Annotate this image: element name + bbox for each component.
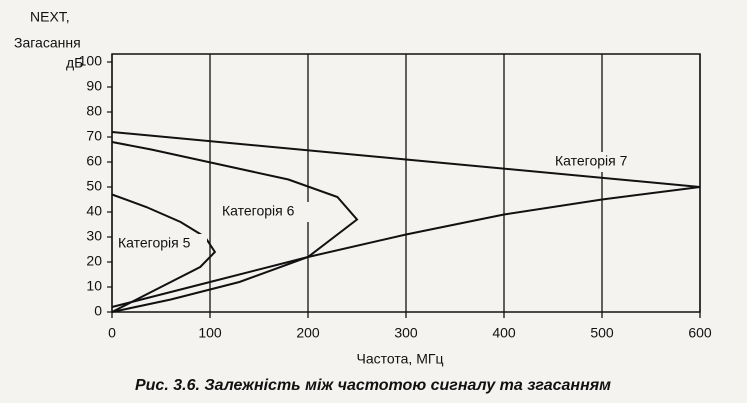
y-tick-label: 10 (86, 278, 102, 294)
series-label: Категорія 5 (118, 235, 191, 251)
caption: Рис. 3.6. Залежність між частотою сигнал… (135, 377, 611, 394)
y-tick-label: 50 (86, 178, 102, 194)
label-bg (219, 202, 311, 222)
y-axis-label: дБ (66, 55, 83, 71)
y-axis-label: Загасання (14, 35, 81, 51)
series-line (111, 131, 701, 308)
x-tick-label: 500 (590, 325, 614, 341)
x-tick-label: 600 (688, 325, 712, 341)
x-tick-label: 200 (296, 325, 320, 341)
series-label: Категорія 7 (555, 153, 628, 169)
x-tick-label: 0 (108, 325, 116, 341)
y-tick-label: 90 (86, 78, 102, 94)
x-tick-label: 100 (198, 325, 222, 341)
y-tick-label: 70 (86, 128, 102, 144)
series-label: Категорія 6 (222, 203, 295, 219)
label-bg (115, 234, 207, 254)
x-tick-label: 400 (492, 325, 516, 341)
y-tick-label: 60 (86, 153, 102, 169)
y-axis-label: NEXT, (30, 9, 70, 25)
y-tick-label: 100 (79, 53, 103, 69)
series-line (111, 193, 217, 313)
y-tick-label: 0 (94, 303, 102, 319)
label-bg (552, 152, 644, 172)
y-tick-label: 20 (86, 253, 102, 269)
x-tick-label: 300 (394, 325, 418, 341)
x-axis-label: Частота, МГц (357, 351, 444, 367)
series-line (111, 141, 359, 313)
y-tick-label: 40 (86, 203, 102, 219)
y-tick-label: 30 (86, 228, 102, 244)
y-tick-label: 80 (86, 103, 102, 119)
